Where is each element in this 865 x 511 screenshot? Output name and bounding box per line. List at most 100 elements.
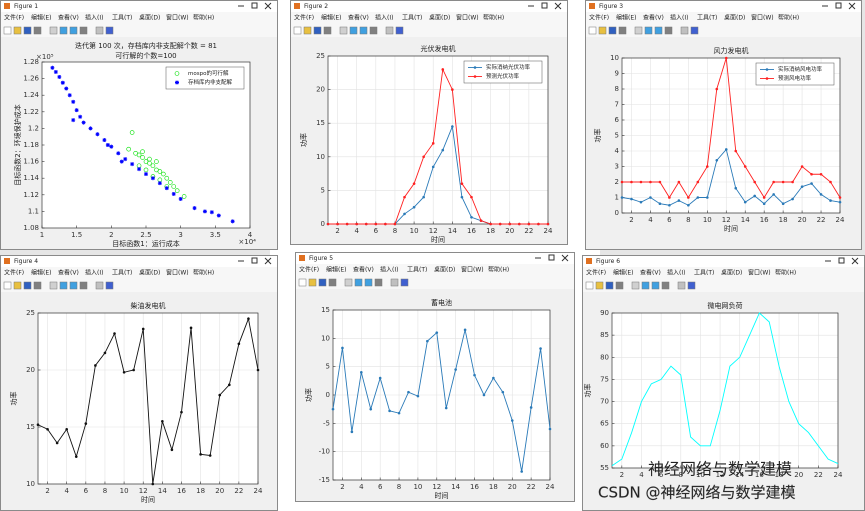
toolbar-button[interactable] — [664, 26, 673, 35]
menu-item[interactable]: 窗口(W) — [166, 269, 189, 277]
toolbar-button[interactable] — [369, 26, 378, 35]
toolbar-button[interactable] — [3, 281, 12, 290]
menu-item[interactable]: 编辑(E) — [31, 14, 51, 22]
menu-item[interactable]: 帮助(H) — [775, 269, 796, 277]
toolbar-button[interactable] — [359, 26, 368, 35]
toolbar-button[interactable] — [49, 281, 58, 290]
menu-item[interactable]: 帮助(H) — [483, 14, 504, 22]
toolbar-button[interactable] — [690, 26, 699, 35]
menu-item[interactable]: 查看(V) — [58, 14, 79, 22]
toolbar-button[interactable] — [585, 281, 594, 290]
toolbar-button[interactable] — [598, 26, 607, 35]
toolbar-button[interactable] — [615, 281, 624, 290]
toolbar-button[interactable] — [354, 278, 363, 287]
menu-item[interactable]: 查看(V) — [348, 14, 369, 22]
toolbar-button[interactable] — [349, 26, 358, 35]
toolbar-button[interactable] — [339, 26, 348, 35]
toolbar-button[interactable] — [661, 281, 670, 290]
toolbar-button[interactable] — [293, 26, 302, 35]
toolbar-button[interactable] — [105, 26, 114, 35]
toolbar-button[interactable] — [318, 278, 327, 287]
close-button[interactable] — [264, 257, 272, 265]
toolbar-button[interactable] — [677, 281, 686, 290]
menu-item[interactable]: 编辑(E) — [616, 14, 636, 22]
menu-item[interactable]: 插入(I) — [85, 14, 103, 22]
toolbar-button[interactable] — [608, 26, 617, 35]
toolbar-button[interactable] — [641, 281, 650, 290]
toolbar-button[interactable] — [303, 26, 312, 35]
toolbar-button[interactable] — [49, 26, 58, 35]
menu-item[interactable]: 文件(F) — [4, 269, 24, 277]
toolbar-button[interactable] — [654, 26, 663, 35]
menu-item[interactable]: 帮助(H) — [488, 266, 509, 274]
toolbar-button[interactable] — [364, 278, 373, 287]
menu-item[interactable]: 桌面(D) — [139, 14, 160, 22]
menu-item[interactable]: 文件(F) — [299, 266, 319, 274]
menu-item[interactable]: 桌面(D) — [429, 14, 450, 22]
close-button[interactable] — [554, 2, 562, 10]
menu-item[interactable]: 帮助(H) — [778, 14, 799, 22]
toolbar-button[interactable] — [69, 281, 78, 290]
toolbar-button[interactable] — [385, 26, 394, 35]
menu-item[interactable]: 插入(I) — [85, 269, 103, 277]
toolbar-button[interactable] — [651, 281, 660, 290]
toolbar-button[interactable] — [390, 278, 399, 287]
toolbar-button[interactable] — [644, 26, 653, 35]
maximize-button[interactable] — [835, 2, 842, 9]
menu-item[interactable]: 插入(I) — [375, 14, 393, 22]
menu-item[interactable]: 查看(V) — [353, 266, 374, 274]
maximize-button[interactable] — [251, 2, 258, 9]
menu-item[interactable]: 查看(V) — [643, 14, 664, 22]
toolbar-button[interactable] — [33, 26, 42, 35]
toolbar-button[interactable] — [631, 281, 640, 290]
close-button[interactable] — [851, 257, 859, 265]
toolbar-button[interactable] — [308, 278, 317, 287]
menu-item[interactable]: 文件(F) — [4, 14, 24, 22]
close-button[interactable] — [561, 254, 569, 262]
toolbar-button[interactable] — [95, 281, 104, 290]
toolbar-button[interactable] — [59, 26, 68, 35]
toolbar-button[interactable] — [618, 26, 627, 35]
toolbar-button[interactable] — [13, 281, 22, 290]
toolbar-button[interactable] — [680, 26, 689, 35]
menu-item[interactable]: 编辑(E) — [321, 14, 341, 22]
toolbar-button[interactable] — [634, 26, 643, 35]
menu-item[interactable]: 文件(F) — [589, 14, 609, 22]
menu-item[interactable]: 窗口(W) — [751, 14, 774, 22]
menu-item[interactable]: 插入(I) — [667, 269, 685, 277]
menu-item[interactable]: 编辑(E) — [613, 269, 633, 277]
menu-item[interactable]: 编辑(E) — [31, 269, 51, 277]
menu-item[interactable]: 插入(I) — [670, 14, 688, 22]
toolbar-button[interactable] — [328, 278, 337, 287]
menu-item[interactable]: 桌面(D) — [139, 269, 160, 277]
toolbar-button[interactable] — [105, 281, 114, 290]
menu-item[interactable]: 工具(T) — [112, 15, 132, 22]
menu-item[interactable]: 桌面(D) — [434, 266, 455, 274]
close-button[interactable] — [264, 2, 272, 10]
maximize-button[interactable] — [838, 257, 845, 264]
toolbar-button[interactable] — [23, 26, 32, 35]
menu-item[interactable]: 桌面(D) — [721, 269, 742, 277]
menu-item[interactable]: 插入(I) — [380, 266, 398, 274]
menu-item[interactable]: 工具(T) — [697, 15, 717, 22]
toolbar-button[interactable] — [23, 281, 32, 290]
menu-item[interactable]: 窗口(W) — [748, 269, 771, 277]
toolbar-button[interactable] — [95, 26, 104, 35]
menu-item[interactable]: 窗口(W) — [461, 266, 484, 274]
toolbar-button[interactable] — [344, 278, 353, 287]
menu-item[interactable]: 工具(T) — [112, 270, 132, 277]
toolbar-button[interactable] — [595, 281, 604, 290]
maximize-button[interactable] — [541, 2, 548, 9]
toolbar-button[interactable] — [395, 26, 404, 35]
toolbar-button[interactable] — [588, 26, 597, 35]
toolbar-button[interactable] — [313, 26, 322, 35]
menu-item[interactable]: 工具(T) — [694, 270, 714, 277]
menu-item[interactable]: 查看(V) — [58, 269, 79, 277]
toolbar-button[interactable] — [3, 26, 12, 35]
toolbar-button[interactable] — [33, 281, 42, 290]
toolbar-button[interactable] — [69, 26, 78, 35]
menu-item[interactable]: 工具(T) — [407, 267, 427, 274]
toolbar-button[interactable] — [687, 281, 696, 290]
maximize-button[interactable] — [251, 257, 258, 264]
toolbar-button[interactable] — [400, 278, 409, 287]
